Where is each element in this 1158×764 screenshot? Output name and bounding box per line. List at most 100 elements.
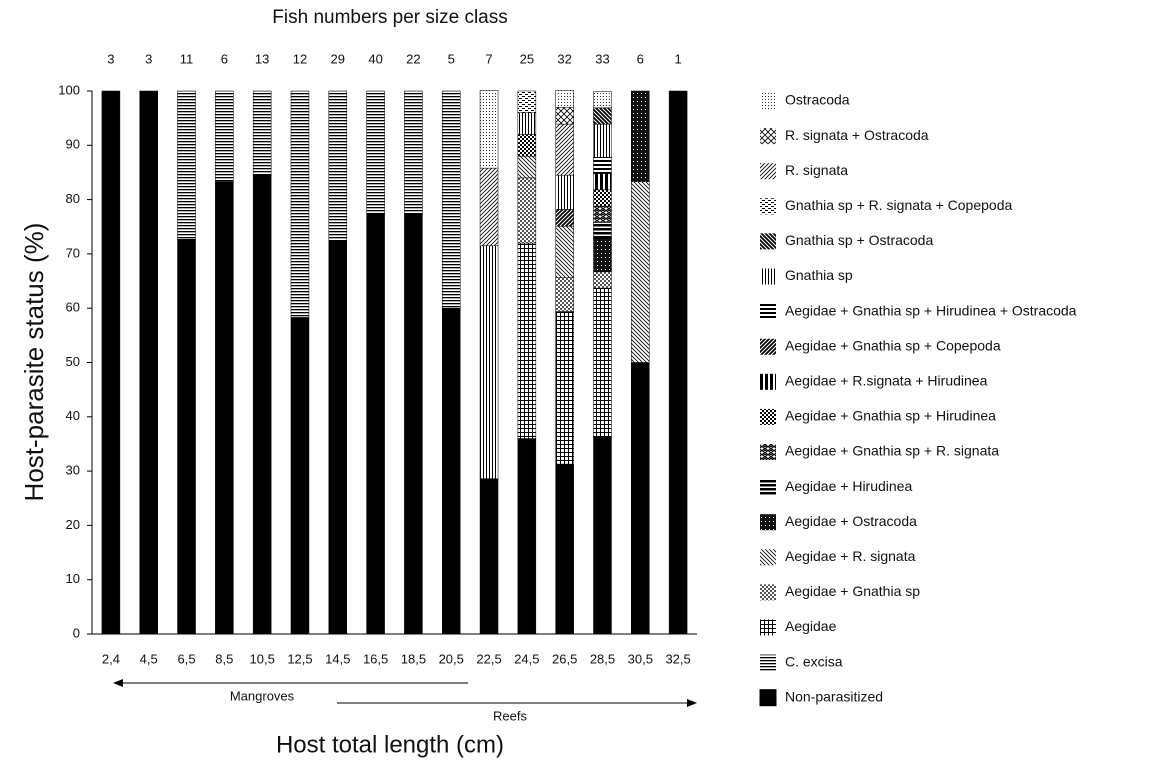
count-label: 33 [595,51,609,66]
x-tick-label: 6,5 [177,651,195,666]
chart-title: Fish numbers per size class [272,7,507,28]
bar-segment [668,90,688,635]
bar-segment [593,156,612,174]
bar-segment [441,307,461,635]
legend-label: Gnathia sp [785,267,853,283]
bar-segment [555,209,574,227]
legend-swatch [760,514,776,531]
count-label: 11 [180,51,194,66]
legend-swatch [760,584,776,601]
legend: Non-parasitized C. excisa Aegidae Aegidae +… [759,92,1077,707]
x-tick-label: 14,5 [325,651,350,666]
y-tick-label: 40 [66,408,80,423]
count-label: 7 [485,51,492,66]
x-tick-label: 10,5 [250,651,275,666]
bar-segment [593,173,612,191]
legend-swatch [760,93,776,109]
legend-label: R. signata [785,162,848,178]
bar-segment [631,362,650,635]
legend-label: Aegidae + Gnathia sp + Copepoda [785,337,1001,353]
bar-segment [215,90,234,182]
bar-segment [517,155,537,179]
bar-segment [593,238,612,273]
legend-swatch [760,233,776,250]
bar-segment [593,436,612,635]
count-label: 13 [255,51,269,66]
bar-segment [328,90,348,242]
bar-segment [366,90,385,214]
legend-label: Gnathia sp + R. signata + Copepoda [785,197,1012,213]
bar-segment [101,90,121,635]
bar-segment [593,287,612,437]
bar-segment [631,181,650,363]
bar-segment [517,438,537,635]
x-tick-label: 26,5 [552,651,577,666]
legend-label: Aegidae + Gnathia sp + Hirudinea [785,408,996,424]
bar-segment [252,90,272,175]
count-label: 6 [637,51,644,66]
bar-segment [404,214,423,635]
bar-segment [555,276,574,312]
x-axis-label: Host total length (cm) [276,731,504,758]
bar-segment [177,90,196,240]
count-label: 25 [520,51,534,66]
x-tick-label: 18,5 [401,651,426,666]
bar-segment [366,212,385,635]
x-tick-label: 8,5 [215,651,233,666]
legend-swatch [760,479,776,496]
legend-label: Aegidae + Gnathia sp [785,583,920,599]
count-label: 1 [674,51,681,66]
bar-segment [555,107,574,125]
legend-swatch [760,268,776,285]
y-tick-label: 60 [66,300,80,315]
count-label: 40 [368,51,382,66]
count-label: 3 [107,51,114,66]
bar-segment [631,90,650,182]
y-tick-label: 50 [66,354,80,369]
legend-swatch [760,338,776,355]
bar-segment [177,238,196,635]
legend-label: Non-parasitized [785,688,883,704]
count-label: 29 [331,51,345,66]
legend-label: Ostracoda [785,92,850,108]
bar-segment [479,90,499,169]
x-tick-label: 24,5 [514,651,539,666]
bar-segment [328,240,348,635]
x-tick-label: 2,4 [102,651,120,666]
legend-swatch [759,689,777,707]
y-tick-label: 80 [66,191,80,206]
y-tick-label: 0 [73,625,80,640]
y-tick-label: 90 [66,137,80,152]
bar-segment [593,189,612,207]
bar-segment [479,167,499,247]
x-tick-label: 12,5 [287,651,312,666]
bar-segment [555,174,574,210]
annotation: Reefs [493,708,527,723]
x-tick-label: 30,5 [628,651,653,666]
bar-segment [555,463,574,635]
count-label: 3 [145,51,152,66]
x-tick-label: 4,5 [140,651,158,666]
legend-swatch [760,408,776,425]
count-label: 6 [221,51,228,66]
bar-segment [252,174,272,635]
x-tick-label: 16,5 [363,651,388,666]
bar-segment [479,245,499,479]
bar-segment [479,478,499,635]
y-tick-label: 10 [66,571,80,586]
legend-swatch [760,198,776,215]
legend-swatch [760,128,776,145]
bar-segment [555,225,574,278]
x-tick-label: 28,5 [590,651,615,666]
bar-segment [593,107,612,125]
bar-segment [555,123,574,176]
bar-segment [555,311,574,465]
bar-segment [517,134,537,157]
legend-label: Aegidae + Ostracoda [785,513,917,529]
annotation: Mangroves [230,688,295,703]
bar-segment [593,205,612,223]
count-label: 12 [293,51,307,66]
legend-label: Aegidae [785,618,837,634]
legend-swatch [760,654,776,671]
